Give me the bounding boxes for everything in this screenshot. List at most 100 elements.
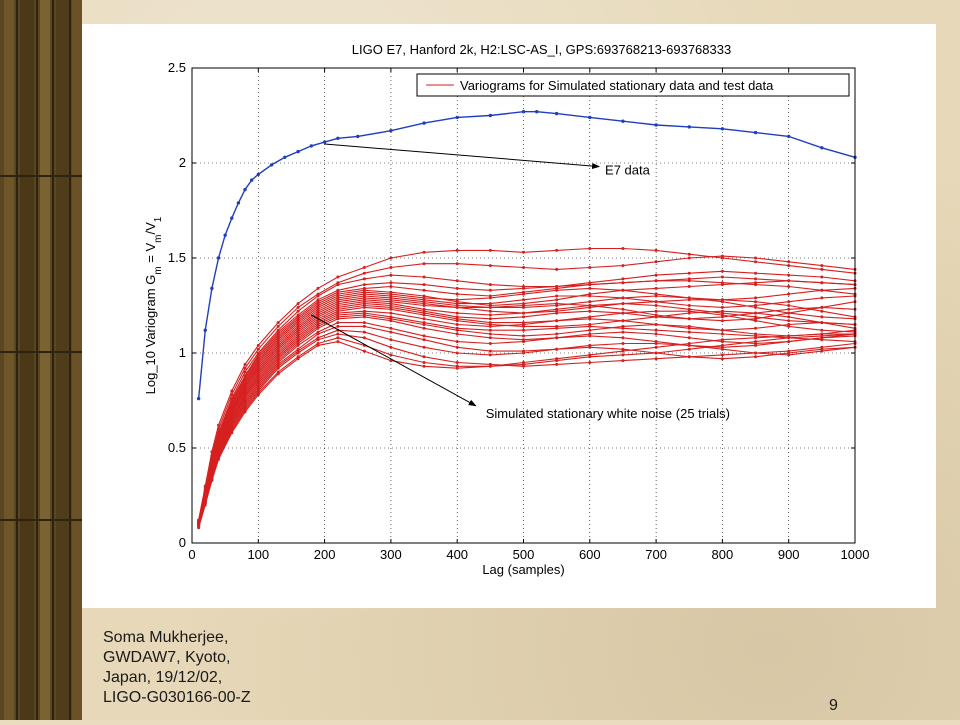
sim-data-point: [721, 255, 724, 258]
sim-data-point: [555, 249, 558, 252]
e7-data-point: [197, 397, 200, 400]
sim-data-point: [257, 348, 260, 351]
annotation-arrow: [325, 144, 599, 167]
wood-pattern: [0, 0, 82, 720]
sim-data-point: [588, 300, 591, 303]
sim-data-point: [721, 306, 724, 309]
e7-series-line: [199, 112, 855, 399]
sim-data-point: [210, 479, 213, 482]
author-line: Japan, 19/12/02,: [103, 668, 251, 688]
wood-border-strip: [0, 0, 82, 720]
sim-data-point: [489, 329, 492, 332]
sim-data-point: [363, 350, 366, 353]
sim-data-point: [820, 310, 823, 313]
e7-data-point: [754, 131, 757, 134]
sim-data-point: [423, 323, 426, 326]
sim-data-point: [489, 289, 492, 292]
sim-data-point: [555, 327, 558, 330]
sim-data-point: [555, 348, 558, 351]
sim-data-point: [688, 348, 691, 351]
sim-data-point: [423, 327, 426, 330]
sim-data-point: [688, 279, 691, 282]
sim-data-point: [721, 270, 724, 273]
sim-series-line: [199, 249, 855, 521]
sim-data-point: [588, 295, 591, 298]
sim-data-point: [688, 272, 691, 275]
sim-data-point: [688, 253, 691, 256]
e7-data-point: [204, 329, 207, 332]
sim-data-point: [389, 346, 392, 349]
sim-data-point: [555, 363, 558, 366]
sim-data-point: [522, 315, 525, 318]
sim-data-point: [363, 321, 366, 324]
sim-data-point: [787, 340, 790, 343]
footer-author-credit: Soma Mukherjee, GWDAW7, Kyoto, Japan, 19…: [103, 628, 251, 708]
sim-data-point: [244, 363, 247, 366]
sim-data-point: [456, 333, 459, 336]
sim-data-point: [389, 338, 392, 341]
sim-data-point: [244, 371, 247, 374]
sim-data-point: [389, 353, 392, 356]
sim-data-point: [363, 306, 366, 309]
sim-data-point: [820, 264, 823, 267]
sim-data-point: [489, 296, 492, 299]
sim-data-point: [820, 346, 823, 349]
sim-data-point: [588, 266, 591, 269]
sim-data-point: [588, 361, 591, 364]
e7-data-point: [323, 140, 326, 143]
e7-data-point: [296, 150, 299, 153]
sim-data-point: [456, 306, 459, 309]
sim-data-point: [754, 296, 757, 299]
sim-data-point: [336, 317, 339, 320]
x-tick-label: 500: [513, 547, 535, 562]
sim-data-point: [423, 262, 426, 265]
sim-data-point: [555, 333, 558, 336]
sim-data-point: [655, 323, 658, 326]
sim-data-point: [489, 365, 492, 368]
sim-data-point: [787, 304, 790, 307]
sim-data-point: [389, 308, 392, 311]
sim-data-point: [555, 319, 558, 322]
sim-data-point: [244, 367, 247, 370]
sim-data-point: [456, 293, 459, 296]
sim-data-point: [621, 247, 624, 250]
e7-data-point: [217, 256, 220, 259]
y-label-sub-m: m: [153, 266, 164, 274]
sim-data-point: [787, 334, 790, 337]
sim-data-point: [787, 319, 790, 322]
sim-data-point: [688, 336, 691, 339]
sim-data-point: [389, 319, 392, 322]
x-tick-label: 600: [579, 547, 601, 562]
sim-data-point: [244, 410, 247, 413]
sim-data-point: [621, 308, 624, 311]
sim-data-point: [522, 298, 525, 301]
sim-data-point: [297, 302, 300, 305]
author-line: GWDAW7, Kyoto,: [103, 648, 251, 668]
sim-data-point: [489, 306, 492, 309]
sim-data-point: [456, 287, 459, 290]
sim-data-point: [787, 264, 790, 267]
sim-data-point: [688, 317, 691, 320]
sim-data-point: [754, 300, 757, 303]
sim-data-point: [522, 334, 525, 337]
sim-data-point: [754, 336, 757, 339]
x-tick-label: 1000: [841, 547, 870, 562]
y-tick-label: 0: [179, 535, 186, 550]
sim-data-point: [754, 260, 757, 263]
sim-data-point: [721, 348, 724, 351]
sim-data-point: [721, 310, 724, 313]
y-tick-label: 1.5: [168, 250, 186, 265]
sim-data-point: [522, 266, 525, 269]
annotations: E7 dataSimulated stationary white noise …: [311, 144, 730, 421]
sim-data-point: [787, 279, 790, 282]
sim-data-point: [721, 298, 724, 301]
sim-data-point: [522, 304, 525, 307]
sim-data-point: [316, 344, 319, 347]
sim-data-point: [721, 319, 724, 322]
sim-data-point: [621, 353, 624, 356]
sim-data-point: [277, 325, 280, 328]
sim-data-point: [754, 352, 757, 355]
sim-data-point: [621, 359, 624, 362]
sim-data-point: [316, 338, 319, 341]
sim-data-point: [754, 340, 757, 343]
